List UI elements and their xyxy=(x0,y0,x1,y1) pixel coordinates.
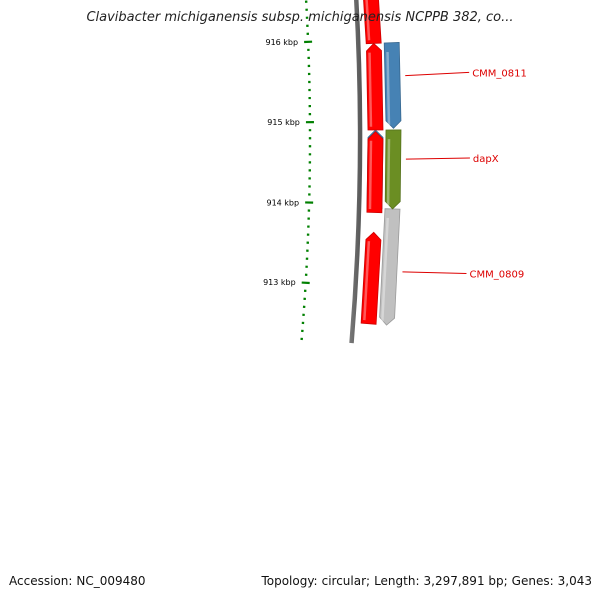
gene-highlight xyxy=(368,52,373,127)
genes-label: Genes: xyxy=(511,574,554,588)
ruler-tick-label: 915 kbp xyxy=(267,118,300,127)
accession-label: Accession: xyxy=(9,574,73,588)
length-label: Length: xyxy=(374,574,420,588)
backbone-arc xyxy=(349,0,363,344)
ruler-tick-label: 913 kbp xyxy=(263,278,296,287)
accession-info: Accession: NC_009480 xyxy=(5,574,150,588)
genome-stats: Topology: circular; Length: 3,297,891 bp; Ge… xyxy=(257,574,596,588)
gene-highlight xyxy=(386,51,391,126)
ruler-tick-label: 916 kbp xyxy=(265,38,298,47)
gene-track xyxy=(360,0,402,326)
gene-label-leader xyxy=(405,71,470,77)
ruler-tick-label: 914 kbp xyxy=(266,198,299,207)
genes-value: 3,043 xyxy=(557,574,592,588)
gene-feature xyxy=(384,129,402,210)
gene-highlight xyxy=(363,241,371,321)
gene-label: dapX xyxy=(473,154,499,165)
gene-highlight xyxy=(365,0,371,41)
map-title: Clavibacter michiganensis subsp. michiga… xyxy=(86,10,514,25)
accession-value: NC_009480 xyxy=(76,574,146,588)
gene-highlight xyxy=(368,140,373,210)
backbone-circle xyxy=(349,0,363,344)
gene-label: CMM_0811 xyxy=(472,68,527,79)
gene-feature xyxy=(383,41,402,129)
gene-feature xyxy=(363,0,382,45)
gene-feature xyxy=(366,131,384,214)
gene-feature xyxy=(366,42,384,131)
gene-highlight xyxy=(386,139,391,206)
gene-label-leader xyxy=(402,271,467,275)
gene-label: CMM_0809 xyxy=(470,270,525,281)
gene-label-leader xyxy=(405,157,470,160)
gene-highlight xyxy=(381,217,389,322)
topology-label: Topology: xyxy=(261,574,318,588)
topology-value: circular; xyxy=(321,574,371,588)
gene-feature xyxy=(360,231,382,325)
length-value: 3,297,891 bp; xyxy=(423,574,508,588)
